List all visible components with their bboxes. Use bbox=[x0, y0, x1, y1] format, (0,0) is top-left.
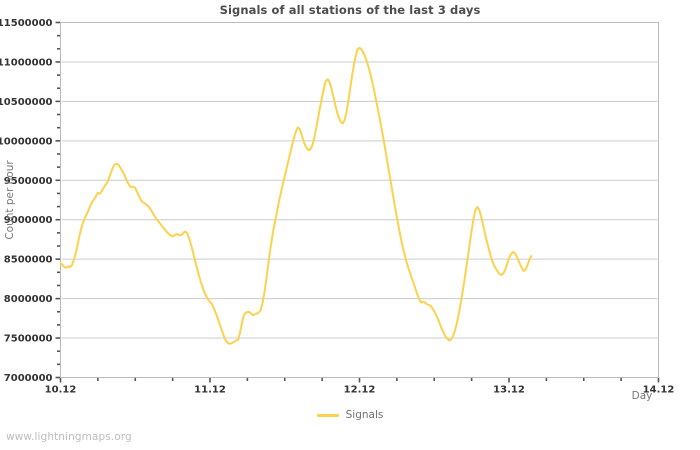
watermark-text: www.lightningmaps.org bbox=[6, 431, 132, 443]
x-axis-tick-label: 13.12 bbox=[493, 385, 525, 396]
y-axis-tick-label: 9000000 bbox=[4, 215, 53, 226]
y-axis-tick-label: 11000000 bbox=[0, 57, 53, 68]
y-axis-title: Count per hour bbox=[4, 160, 16, 240]
x-axis-tick-label: 11.12 bbox=[194, 385, 226, 396]
x-axis-tick-label: 10.12 bbox=[45, 385, 77, 396]
y-axis-ticks-group: 7000000 7500000 8000000 8500000 9000000 95000… bbox=[0, 18, 61, 384]
gridlines-group bbox=[61, 61, 658, 339]
chart-title: Signals of all stations of the last 3 da… bbox=[219, 3, 481, 17]
y-axis-tick-label: 8500000 bbox=[4, 255, 53, 266]
y-axis-tick-label: 7000000 bbox=[4, 373, 53, 384]
x-axis-tick-label: 12.12 bbox=[344, 385, 376, 396]
chart-legend: Signals bbox=[0, 409, 700, 421]
y-axis-tick-label: 11500000 bbox=[0, 18, 53, 29]
y-axis-tick-label: 8000000 bbox=[4, 294, 53, 305]
y-axis-tick-label: 9500000 bbox=[4, 176, 53, 187]
legend-color-swatch-signals bbox=[316, 413, 339, 417]
y-axis-tick-label: 7500000 bbox=[4, 334, 53, 345]
y-axis-tick-label: 10500000 bbox=[0, 97, 53, 108]
x-axis-tick-label: 14.12 bbox=[643, 385, 675, 396]
x-axis-ticks-group: 10.12 11.12 12.12 13.12 14.12 bbox=[45, 377, 675, 396]
x-axis-title: Day bbox=[632, 390, 653, 402]
legend-label-signals: Signals bbox=[345, 409, 384, 421]
y-axis-tick-label: 10000000 bbox=[0, 136, 53, 147]
plot-area-frame bbox=[60, 22, 659, 378]
data-series-group bbox=[59, 46, 533, 345]
series-line-signals bbox=[59, 46, 533, 345]
